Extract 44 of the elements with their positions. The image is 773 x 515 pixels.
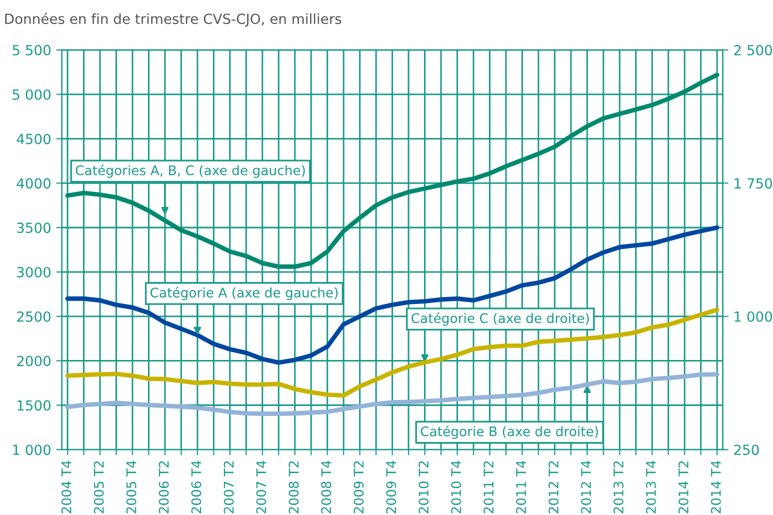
annotation: Catégorie B (axe de droite) bbox=[420, 426, 598, 439]
y2-tick-label: 2 500 bbox=[734, 44, 772, 56]
x-tick-label: 2012 T4 bbox=[581, 460, 591, 514]
x-tick-label: 2006 T2 bbox=[158, 461, 169, 514]
y2-tick-label: 1 000 bbox=[734, 311, 772, 322]
x-tick-label: 2009 T2 bbox=[354, 461, 364, 514]
line-series bbox=[65, 225, 720, 365]
x-tick-label: 2010 T2 bbox=[418, 461, 429, 514]
x-tick-label: 2005 T4 bbox=[126, 460, 136, 514]
x-tick-label: 2010 T4 bbox=[451, 460, 462, 514]
x-tick-label: 2007 T4 bbox=[256, 460, 266, 514]
x-tick-label: 2013 T2 bbox=[613, 461, 624, 514]
y-tick-label: 5 000 bbox=[12, 89, 50, 100]
y-tick-label: 1 000 bbox=[13, 444, 50, 456]
line-series bbox=[65, 372, 720, 416]
line-series bbox=[65, 72, 720, 269]
chart-title: Données en fin de trimestre CVS-CJO, en milliers bbox=[5, 12, 342, 27]
x-tick-label: 2008 T2 bbox=[288, 461, 299, 514]
y2-tick-label: 250 bbox=[734, 444, 759, 456]
x-tick-label: 2007 T2 bbox=[224, 461, 234, 514]
annotation: Catégorie C (axe de droite) bbox=[412, 312, 589, 326]
y-tick-label: 4000 bbox=[16, 178, 50, 189]
y-tick-label: 5 500 bbox=[12, 44, 50, 56]
y-tick-label: 1500 bbox=[18, 400, 50, 411]
y2-tick-label: 1 750 bbox=[734, 178, 772, 189]
x-tick-label: 2005 T2 bbox=[94, 461, 104, 514]
x-tick-label: 2013 T4 bbox=[646, 460, 656, 514]
annotation: Catégories A, B, C (axe de gauche) bbox=[76, 164, 305, 178]
x-tick-label: 2012 T2 bbox=[548, 461, 559, 514]
x-tick-label: 2011 T2 bbox=[484, 461, 494, 514]
x-tick-label: 2008 T4 bbox=[321, 460, 332, 514]
y-tick-label: 3500 bbox=[17, 222, 50, 234]
annotation: Catégorie A (axe de gauche) bbox=[150, 286, 338, 300]
y-tick-label: 3000 bbox=[17, 266, 50, 278]
x-tick-label: 2014 T4 bbox=[710, 460, 721, 514]
x-tick-label: 2009 T4 bbox=[386, 460, 396, 514]
x-tick-label: 2011 T4 bbox=[516, 460, 526, 514]
y-tick-label: 4500 bbox=[16, 134, 50, 144]
line-series bbox=[65, 308, 720, 398]
y-tick-label: 2000 bbox=[17, 356, 50, 366]
y-tick-label: 2500 bbox=[17, 311, 50, 322]
x-tick-label: 2014 T2 bbox=[678, 461, 688, 514]
x-tick-label: 2004 T4 bbox=[61, 460, 72, 514]
x-tick-label: 2006 T4 bbox=[191, 460, 202, 514]
